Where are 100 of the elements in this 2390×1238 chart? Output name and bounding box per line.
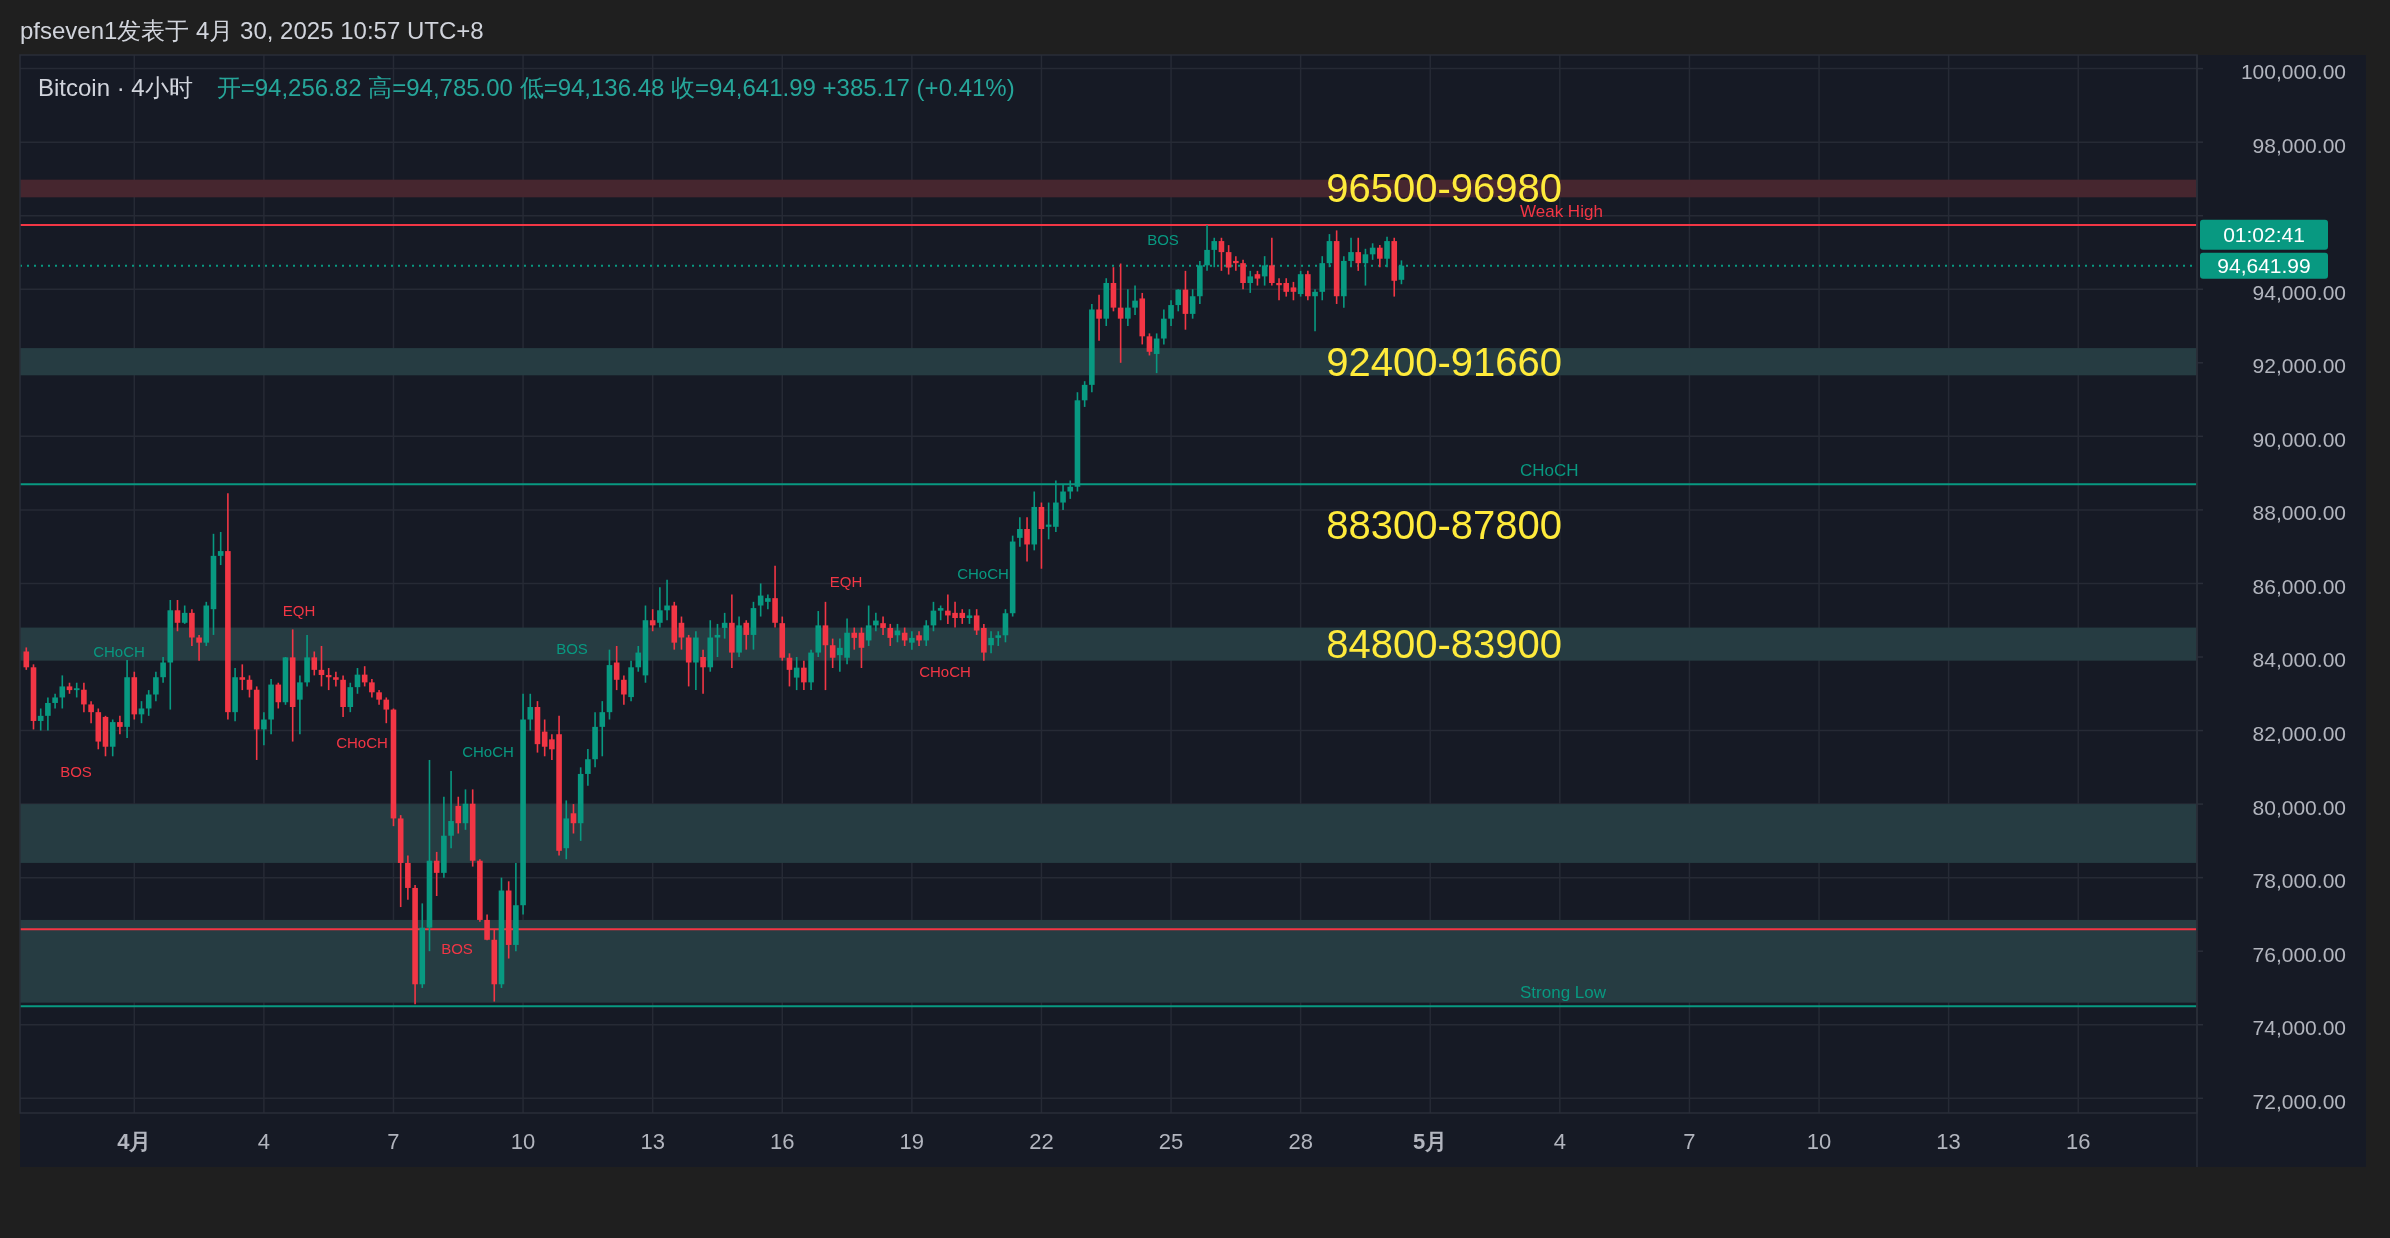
ref-line-label: CHoCH bbox=[1520, 461, 1579, 481]
y-tick-label: 88,000.00 bbox=[2252, 501, 2346, 525]
candlestick bbox=[923, 619, 930, 647]
annotation: EQH bbox=[282, 601, 316, 619]
candlestick bbox=[1269, 236, 1275, 287]
x-tick-label: 22 bbox=[1029, 1128, 1054, 1154]
candlestick bbox=[174, 599, 181, 633]
annotation: CHoCH bbox=[336, 733, 388, 751]
candlestick bbox=[700, 648, 706, 695]
candlestick bbox=[822, 601, 829, 691]
x-tick-label: 16 bbox=[770, 1128, 795, 1154]
candlestick bbox=[1125, 288, 1131, 327]
x-tick-label: 28 bbox=[1288, 1128, 1313, 1154]
band-label: 92400-91660 bbox=[1326, 339, 1562, 384]
candlestick bbox=[1240, 259, 1246, 291]
annotation: BOS bbox=[60, 762, 92, 780]
candlestick bbox=[1225, 244, 1232, 276]
candlestick bbox=[887, 623, 894, 647]
y-tick-label: 72,000.00 bbox=[2252, 1089, 2346, 1113]
candlestick bbox=[1189, 288, 1196, 320]
candlestick bbox=[275, 681, 282, 710]
annotation: BOS bbox=[441, 939, 473, 957]
candlestick bbox=[909, 630, 915, 651]
x-tick-label: 10 bbox=[1806, 1128, 1832, 1154]
candlestick bbox=[988, 630, 994, 655]
x-tick-label: 7 bbox=[1683, 1128, 1696, 1154]
x-tick-label: 7 bbox=[387, 1128, 400, 1154]
candlestick bbox=[801, 659, 807, 691]
y-tick-label: 76,000.00 bbox=[2252, 942, 2346, 966]
candlestick bbox=[1247, 270, 1254, 294]
candlestick bbox=[81, 681, 87, 713]
candlestick bbox=[383, 696, 390, 724]
annotation: BOS bbox=[1147, 230, 1179, 248]
candlestick bbox=[455, 795, 462, 835]
candlestick bbox=[657, 586, 663, 629]
candlestick bbox=[261, 711, 267, 747]
x-tick-label: 13 bbox=[640, 1128, 665, 1154]
ref-line-label: Strong Low bbox=[1520, 983, 1607, 1003]
y-tick-label: 78,000.00 bbox=[2252, 869, 2346, 893]
y-tick-label: 92,000.00 bbox=[2252, 354, 2346, 378]
y-tick-label: 74,000.00 bbox=[2252, 1016, 2346, 1040]
candlestick bbox=[829, 637, 836, 669]
candlestick bbox=[311, 650, 318, 677]
candlestick bbox=[527, 692, 534, 732]
candlestick bbox=[239, 663, 246, 691]
candlestick bbox=[333, 670, 339, 688]
candlestick bbox=[117, 715, 123, 736]
candlestick bbox=[621, 674, 627, 706]
annotation: EQH bbox=[829, 572, 863, 590]
y-tick-label: 82,000.00 bbox=[2252, 722, 2346, 746]
x-tick-label: 19 bbox=[899, 1128, 925, 1154]
candlestick bbox=[1161, 308, 1167, 346]
candlestick bbox=[1175, 288, 1182, 313]
candlestick bbox=[45, 696, 51, 732]
x-tick-label: 25 bbox=[1158, 1128, 1184, 1154]
candlestick bbox=[743, 619, 750, 651]
candlestick bbox=[347, 681, 354, 713]
candlestick bbox=[1312, 288, 1318, 332]
candlestick bbox=[217, 531, 224, 566]
candlestick bbox=[1377, 244, 1383, 268]
annotation: CHoCH bbox=[919, 662, 971, 680]
x-tick-label: 13 bbox=[1936, 1128, 1961, 1154]
annotation: 88300-87800 bbox=[1326, 503, 1562, 547]
candlestick bbox=[23, 646, 30, 671]
candlestick bbox=[1132, 284, 1138, 316]
candlestick bbox=[138, 700, 145, 724]
annotation: CHoCH bbox=[93, 642, 145, 660]
text: 开=94,256.82 高=94,785.00 低=94,136.48 收=94,641.99 +385.17 (+0.41%) bbox=[216, 73, 1015, 101]
candlestick bbox=[1297, 270, 1304, 298]
candlestick bbox=[1355, 236, 1362, 272]
x-tick-label: 4 bbox=[257, 1128, 271, 1154]
candlestick bbox=[1168, 299, 1174, 327]
text: pfseven1发表于 4月 30, 2025 10:57 UTC+8 bbox=[20, 16, 484, 44]
candlestick bbox=[88, 700, 94, 724]
x-tick-label: 4月 bbox=[117, 1128, 152, 1154]
annotation: BOS bbox=[556, 639, 588, 657]
text: Bitcoin · 4小时 bbox=[38, 73, 193, 101]
candlestick bbox=[851, 626, 858, 651]
candlestick bbox=[1290, 281, 1297, 302]
candlestick bbox=[59, 674, 66, 710]
candlestick bbox=[153, 670, 159, 702]
x-tick-label: 16 bbox=[2065, 1128, 2091, 1154]
candlestick bbox=[678, 615, 685, 651]
x-tick-label: 5月 bbox=[1413, 1128, 1448, 1154]
candlestick bbox=[714, 623, 721, 658]
y-tick-label: 86,000.00 bbox=[2252, 574, 2346, 598]
ref-line-label: 94,641.99 bbox=[2217, 254, 2311, 278]
annotation: CHoCH bbox=[462, 742, 514, 760]
candlestick bbox=[297, 674, 303, 736]
candlestick bbox=[765, 593, 771, 610]
candlestick bbox=[1146, 332, 1153, 357]
candlestick bbox=[635, 645, 642, 673]
candlestick bbox=[973, 608, 980, 636]
candlestick bbox=[1305, 270, 1311, 302]
x-tick-label: 4 bbox=[1553, 1128, 1566, 1154]
candlestick bbox=[599, 700, 606, 758]
ref-line-label: Weak High bbox=[1520, 201, 1603, 221]
y-tick-label: 90,000.00 bbox=[2252, 427, 2346, 451]
candlestick bbox=[880, 615, 886, 636]
candlestick bbox=[448, 770, 454, 850]
